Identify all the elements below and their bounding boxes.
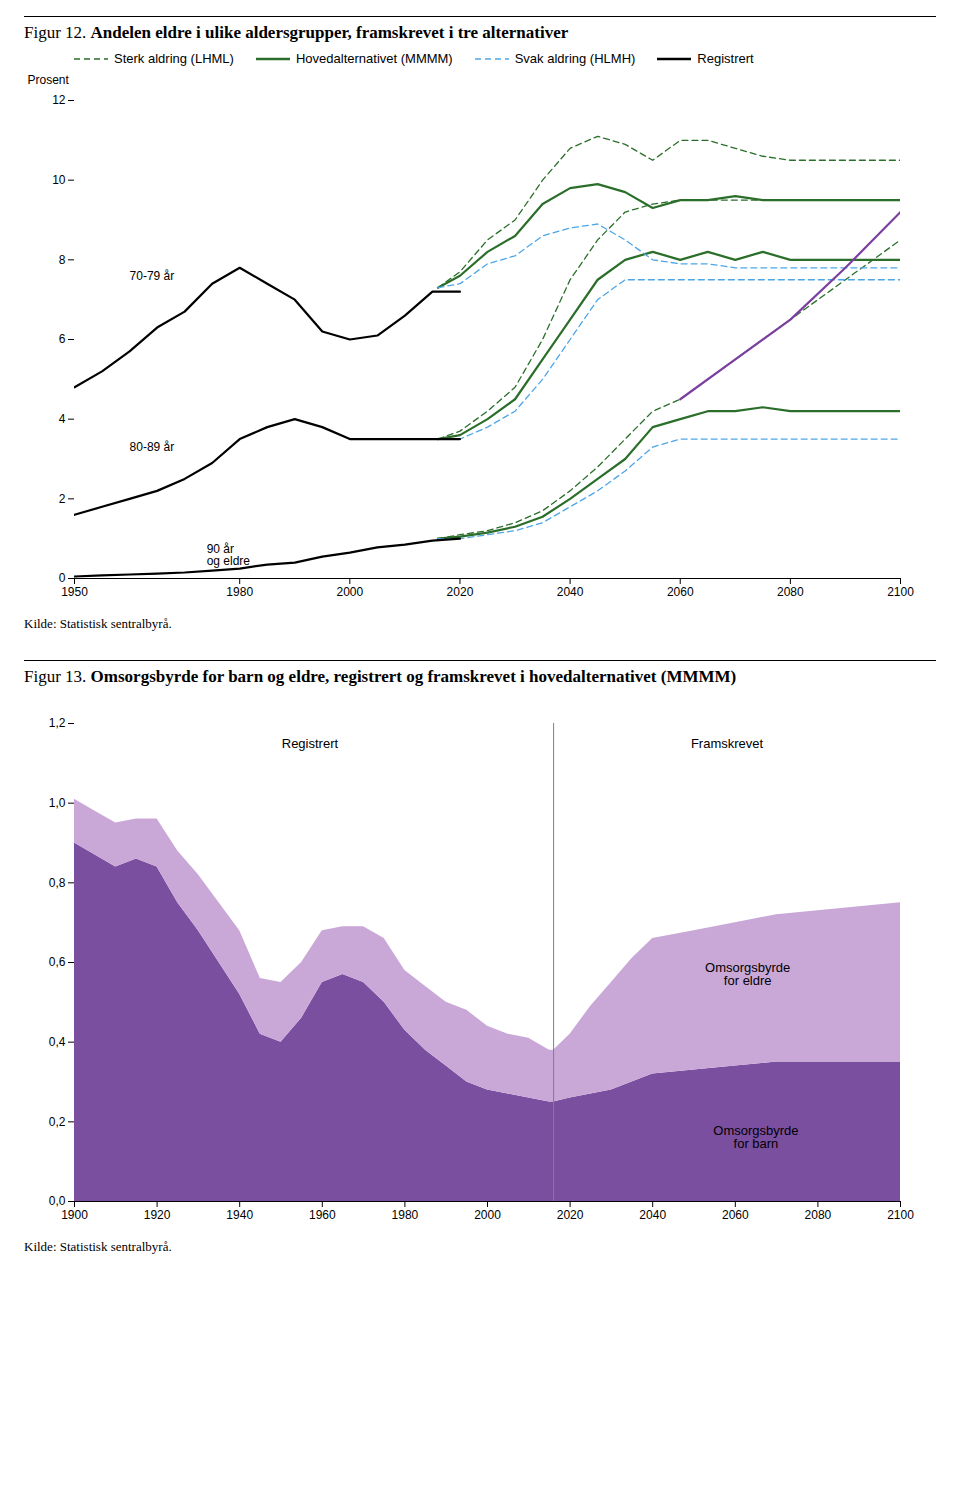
svg-text:1950: 1950 (61, 585, 88, 599)
svg-text:1960: 1960 (309, 1208, 336, 1222)
svg-text:2: 2 (59, 492, 66, 506)
svg-text:4: 4 (59, 412, 66, 426)
svg-text:Omsorgsbyrdefor barn: Omsorgsbyrdefor barn (713, 1123, 798, 1151)
html-text:Kilde: Statistisk sentralbyrå.: Kilde: Statistisk sentralbyrå. (24, 616, 172, 631)
svg-text:70-79 år: 70-79 år (130, 269, 175, 283)
svg-text:2020: 2020 (557, 1208, 584, 1222)
svg-text:0,4: 0,4 (49, 1035, 66, 1049)
svg-text:10: 10 (52, 173, 66, 187)
html-text:Hovedalternativet (MMMM): Hovedalternativet (MMMM) (295, 51, 453, 66)
svg-text:2080: 2080 (805, 1208, 832, 1222)
svg-text:1,0: 1,0 (49, 796, 66, 810)
svg-text:1980: 1980 (392, 1208, 419, 1222)
svg-text:Registrert: Registrert (282, 736, 339, 751)
svg-text:2100: 2100 (887, 585, 914, 599)
html-text:Figur 12. Andelen eldre i ulik: Figur 12. Andelen eldre i ulike aldersgr… (24, 23, 569, 42)
svg-text:0,8: 0,8 (49, 876, 66, 890)
svg-text:80-89 år: 80-89 år (130, 440, 175, 454)
svg-text:2100: 2100 (887, 1208, 914, 1222)
svg-text:0,2: 0,2 (49, 1115, 66, 1129)
svg-text:Framskrevet: Framskrevet (691, 736, 764, 751)
svg-text:2060: 2060 (667, 585, 694, 599)
svg-text:6: 6 (59, 332, 66, 346)
svg-text:90 årog eldre: 90 årog eldre (207, 542, 251, 568)
svg-text:2080: 2080 (777, 585, 804, 599)
svg-text:2040: 2040 (639, 1208, 666, 1222)
svg-text:1,2: 1,2 (49, 716, 66, 730)
svg-text:0: 0 (59, 571, 66, 585)
svg-text:0,6: 0,6 (49, 955, 66, 969)
html-text:Kilde: Statistisk sentralbyrå.: Kilde: Statistisk sentralbyrå. (24, 1239, 172, 1254)
svg-text:1920: 1920 (144, 1208, 171, 1222)
svg-text:2000: 2000 (336, 585, 363, 599)
html-text:Figur 13. Omsorgsbyrde for bar: Figur 13. Omsorgsbyrde for barn og eldre… (24, 667, 737, 686)
svg-text:Prosent: Prosent (28, 73, 70, 87)
html-text:Svak aldring (HLMH): Svak aldring (HLMH) (514, 51, 636, 66)
html-text:Sterk aldring (LHML): Sterk aldring (LHML) (114, 51, 234, 66)
svg-text:1980: 1980 (226, 585, 253, 599)
svg-text:0,0: 0,0 (49, 1194, 66, 1208)
svg-text:2060: 2060 (722, 1208, 749, 1222)
svg-text:2040: 2040 (557, 585, 584, 599)
svg-text:12: 12 (52, 93, 66, 107)
svg-text:8: 8 (59, 253, 66, 267)
html-text:Registrert: Registrert (697, 51, 754, 66)
svg-text:1900: 1900 (61, 1208, 88, 1222)
svg-text:1940: 1940 (226, 1208, 253, 1222)
svg-text:2000: 2000 (474, 1208, 501, 1222)
svg-text:Omsorgsbyrdefor eldre: Omsorgsbyrdefor eldre (705, 960, 790, 988)
svg-text:2020: 2020 (447, 585, 474, 599)
